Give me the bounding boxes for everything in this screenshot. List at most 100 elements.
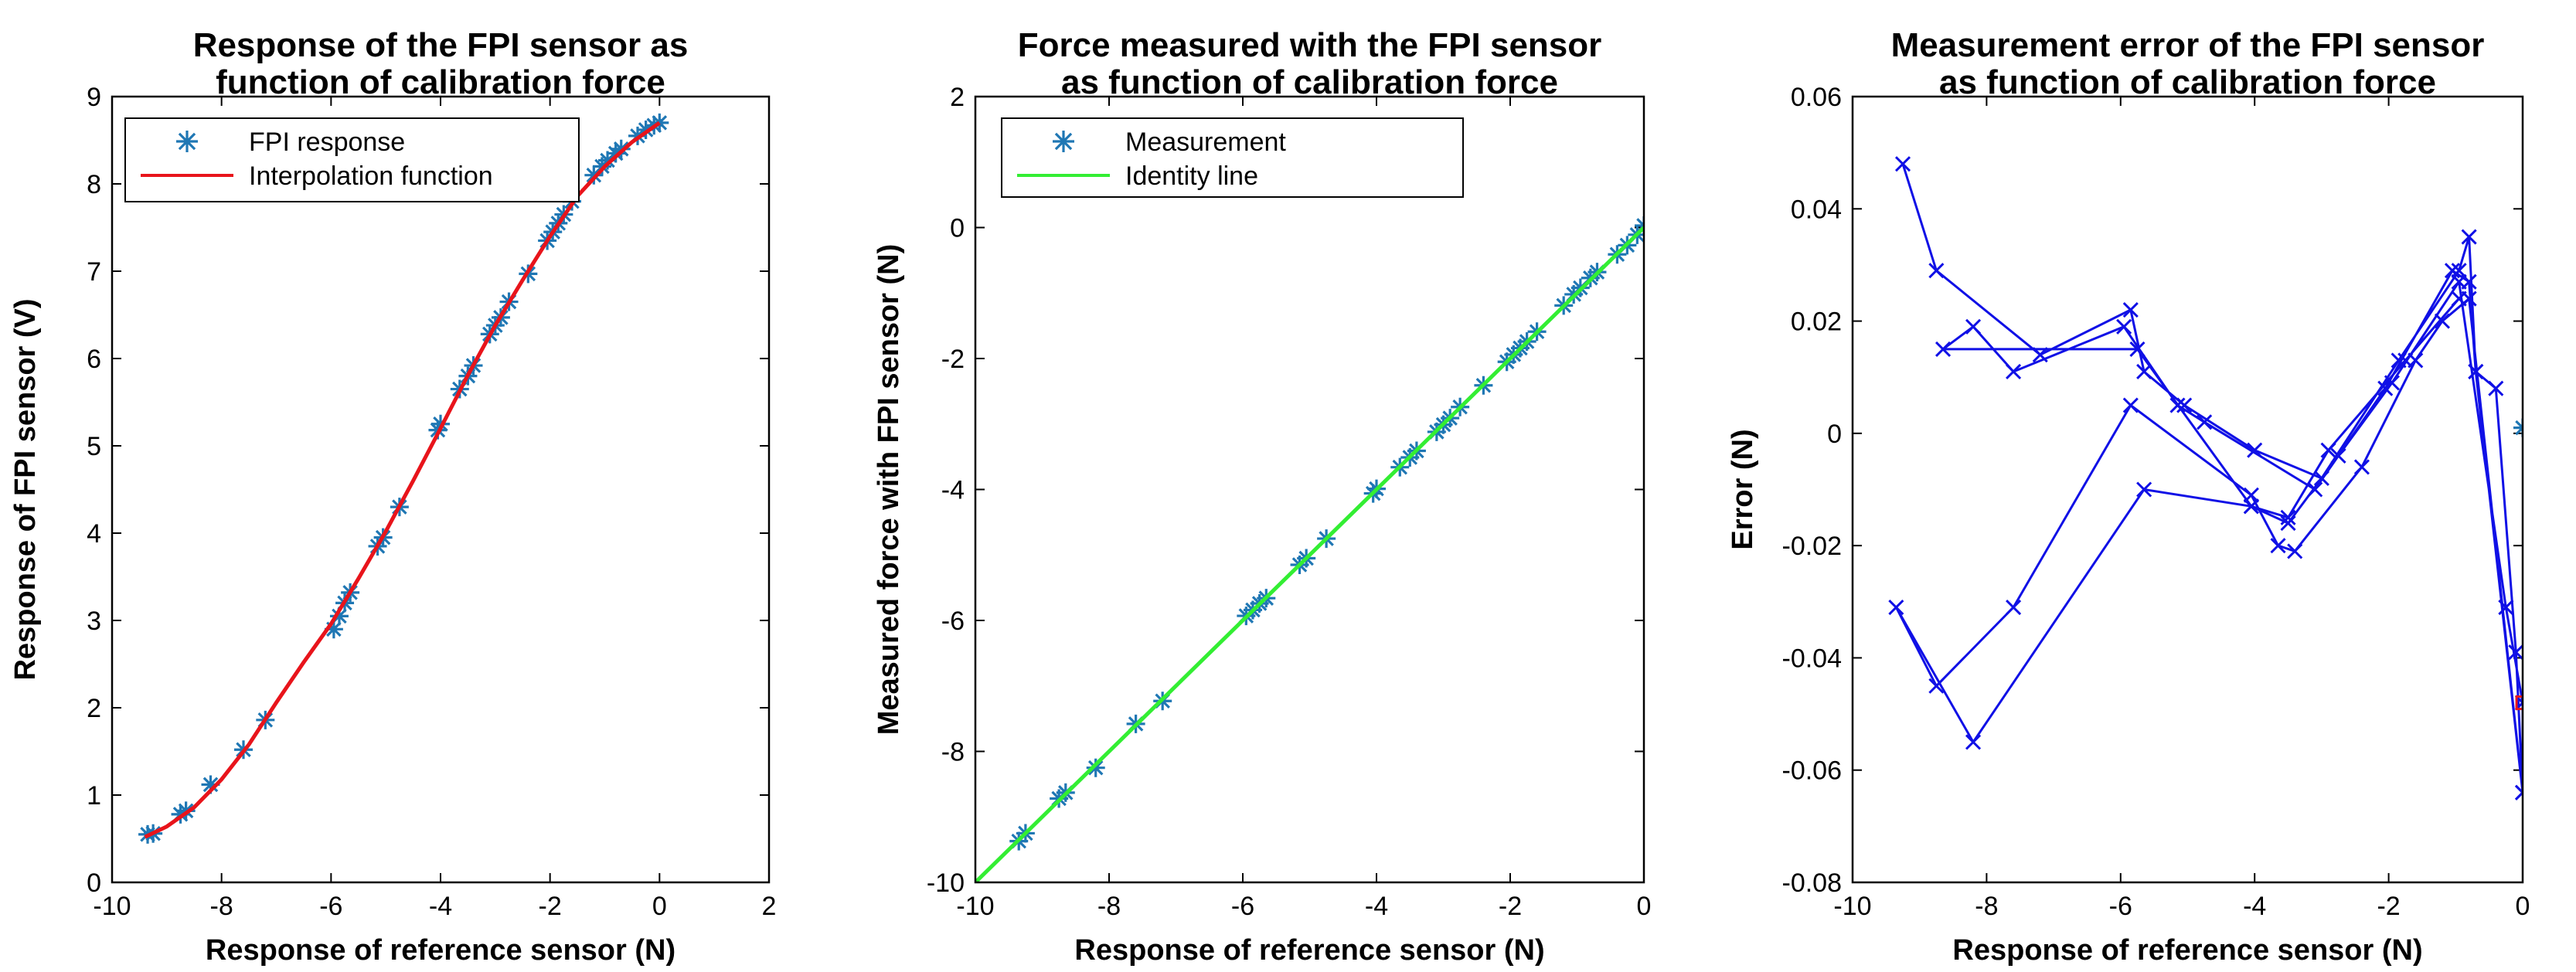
plot-area — [975, 216, 1644, 882]
data-point — [2488, 380, 2504, 396]
data-point — [2434, 313, 2451, 329]
data-point — [2468, 363, 2484, 380]
data-point — [2508, 644, 2523, 661]
x-axis-label: Response of reference sensor (N) — [1952, 934, 2422, 967]
series-line — [1894, 163, 2523, 794]
legend-label: Measurement — [1125, 127, 1286, 157]
data-point — [2136, 363, 2152, 380]
x-tick-label: 2 — [762, 892, 777, 921]
legend-box — [1001, 117, 1464, 198]
data-point — [2122, 397, 2139, 413]
y-tick-label: -2 — [941, 345, 965, 374]
y-axis-label: Error (N) — [1727, 429, 1759, 549]
x-tick-label: -6 — [319, 892, 342, 921]
y-tick-label: 8 — [87, 170, 101, 199]
data-point — [1888, 599, 1904, 616]
data-point — [2116, 318, 2132, 335]
data-point — [584, 165, 604, 185]
y-tick-label: 7 — [87, 257, 101, 287]
data-point — [2461, 274, 2477, 290]
chart-title: function of calibration force — [216, 63, 665, 101]
y-tick-label: 6 — [87, 345, 101, 374]
y-tick-label: -0.06 — [1782, 756, 1843, 786]
data-point — [2353, 459, 2370, 475]
y-tick-label: 0.02 — [1791, 308, 1842, 337]
series-interpolation-function — [144, 121, 661, 839]
series-line — [144, 121, 661, 839]
y-tick-label: 0.06 — [1791, 83, 1842, 112]
data-point — [2280, 509, 2296, 525]
axes-box — [974, 95, 1645, 884]
data-point — [2243, 487, 2259, 503]
data-point — [1935, 341, 1952, 357]
data-point — [2515, 695, 2523, 711]
legend-label: FPI response — [249, 127, 405, 157]
y-tick-label: 0.04 — [1791, 195, 1842, 224]
data-point — [2307, 481, 2323, 498]
x-tick-label: 0 — [2516, 892, 2530, 921]
data-point — [2006, 363, 2022, 380]
data-point — [2006, 599, 2022, 616]
x-tick-label: -6 — [1231, 892, 1254, 921]
y-tick-label: 4 — [87, 519, 101, 549]
chart-title: Force measured with the FPI sensor — [1018, 26, 1602, 64]
data-point — [201, 775, 220, 794]
y-tick-label: 1 — [87, 781, 101, 811]
data-point — [598, 151, 618, 170]
y-tick-label: 0 — [950, 214, 965, 243]
data-point — [324, 620, 343, 639]
y-tick-label: 2 — [87, 694, 101, 723]
x-tick-label: 0 — [1637, 892, 1652, 921]
data-point — [2377, 380, 2394, 396]
y-tick-label: -6 — [941, 607, 965, 636]
y-tick-label: 9 — [87, 83, 101, 112]
x-tick-label: -6 — [2109, 892, 2132, 921]
data-point — [2320, 442, 2336, 458]
x-tick-label: -8 — [1975, 892, 1998, 921]
series-outlier-point — [2515, 695, 2523, 711]
data-point — [611, 139, 631, 158]
plot-area — [138, 113, 669, 844]
chart-title: Measurement error of the FPI sensor — [1891, 26, 2485, 64]
data-point — [2514, 784, 2523, 800]
legend-label: Identity line — [1125, 161, 1258, 191]
x-tick-label: -4 — [1365, 892, 1388, 921]
data-point — [2129, 341, 2146, 357]
x-tick-label: -2 — [1499, 892, 1522, 921]
data-point — [1928, 678, 1945, 694]
data-point — [2136, 481, 2152, 498]
data-point — [2122, 301, 2139, 318]
data-point — [1928, 263, 1945, 279]
axes-box — [111, 95, 771, 884]
data-point — [2197, 414, 2213, 430]
axes-box — [1851, 95, 2524, 884]
legend-marker — [176, 131, 198, 152]
y-tick-label: 0 — [87, 868, 101, 898]
y-tick-label: -8 — [941, 738, 965, 767]
data-point — [2330, 447, 2346, 464]
legend-box — [124, 117, 580, 202]
data-point — [431, 414, 450, 433]
legend-marker — [1053, 131, 1074, 152]
data-point — [2514, 695, 2523, 711]
chart-title: as function of calibration force — [1939, 63, 2436, 101]
y-tick-label: 2 — [950, 83, 965, 112]
y-tick-label: 3 — [87, 607, 101, 636]
data-point — [2247, 442, 2263, 458]
data-point — [1086, 758, 1105, 777]
data-point — [2032, 347, 2048, 363]
plot-area — [1888, 156, 2523, 800]
x-tick-label: -8 — [1097, 892, 1121, 921]
data-point — [1894, 156, 1911, 172]
x-tick-label: 0 — [652, 892, 667, 921]
x-tick-label: -8 — [210, 892, 233, 921]
x-tick-label: -4 — [2243, 892, 2266, 921]
x-tick-label: -10 — [1833, 892, 1871, 921]
data-point — [1965, 318, 1982, 335]
x-tick-label: -2 — [2377, 892, 2400, 921]
data-point — [2444, 263, 2461, 279]
data-point — [2176, 397, 2193, 413]
